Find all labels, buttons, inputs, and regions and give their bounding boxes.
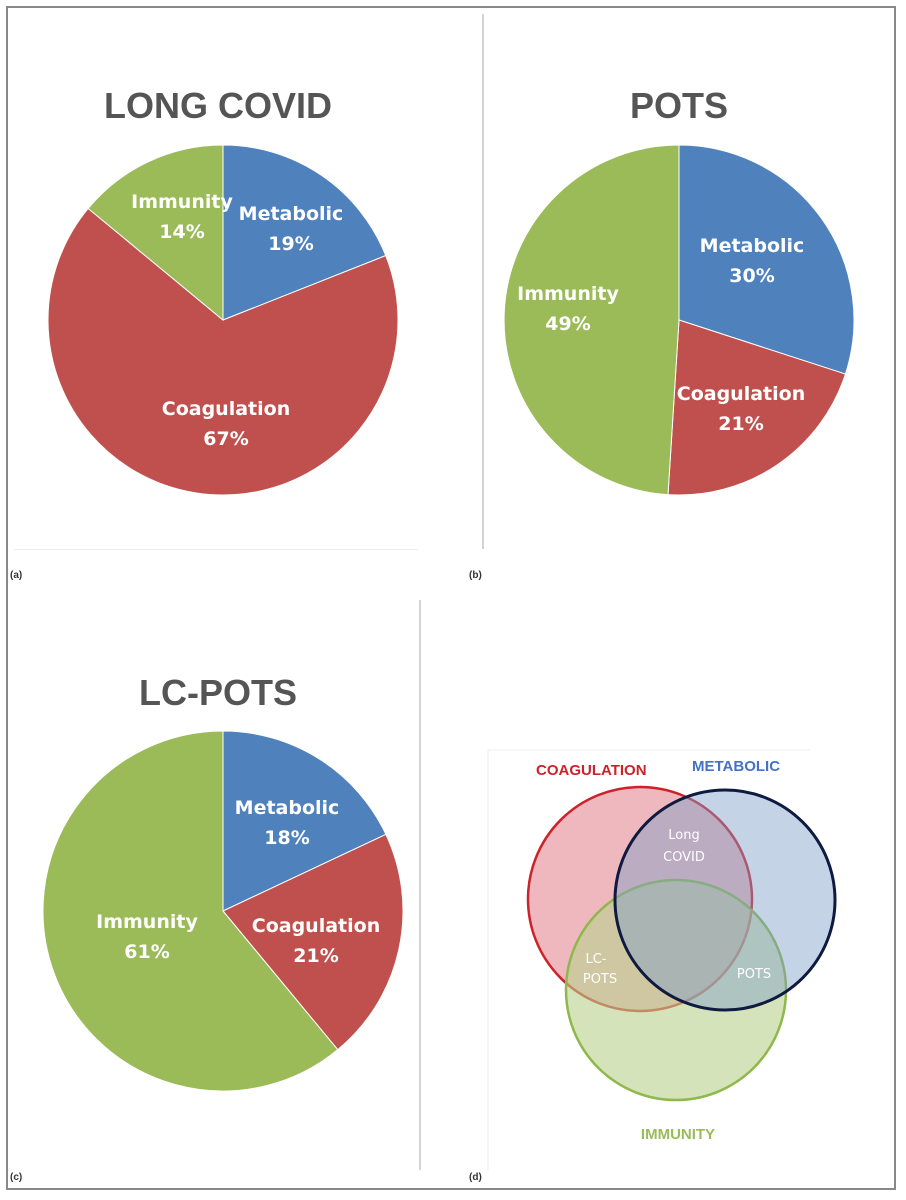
slice-category-label: Immunity: [131, 191, 233, 213]
venn-region-long-covid-line2: COVID: [663, 850, 705, 865]
panel-label-d: (d): [469, 1172, 482, 1183]
venn-region-pots: POTS: [737, 967, 771, 982]
vertical-divider-bottom: [419, 600, 421, 1170]
slice-category-label: Coagulation: [162, 398, 290, 420]
slice-category-label: Metabolic: [235, 797, 340, 819]
pie-slice-metabolic: [222, 730, 387, 912]
figure-frame: [6, 6, 896, 1190]
panel-label-c: (c): [10, 1172, 22, 1183]
pie-slices: Metabolic 18% Coagulation 21% Immunity 61%: [42, 730, 404, 1092]
panel-label-a: (a): [10, 570, 22, 581]
slice-value-label: 21%: [718, 413, 763, 435]
venn-region-long-covid-line1: Long: [668, 828, 699, 843]
vertical-divider-top: [482, 14, 484, 549]
pie-slice-immunity: [503, 144, 680, 496]
slice-category-label: Immunity: [96, 911, 198, 933]
panel-label-b: (b): [469, 570, 482, 581]
pie-slice-immunity: [87, 144, 224, 322]
venn-region-lc-pots-line1: LC-: [585, 952, 606, 967]
pie-slice-coagulation: [222, 833, 404, 1051]
slice-value-label: 30%: [729, 265, 774, 287]
slice-category-label: Metabolic: [239, 203, 344, 225]
venn-region-lc-pots-line2: POTS: [583, 972, 617, 987]
pie-panel-pots: POTS Metabolic 30% Coagulation 21% Immunity 4…: [469, 85, 855, 581]
pie-title: LONG COVID: [104, 85, 332, 126]
pie-slice-coagulation: [47, 207, 399, 496]
slice-category-label: Coagulation: [252, 915, 380, 937]
pie-slice-coagulation: [667, 319, 847, 496]
pie-slice-metabolic: [222, 144, 387, 321]
pie-panel-long-covid: LONG COVID Metabolic 19% Coagulation 67% Imm…: [10, 85, 399, 581]
pie-title: LC-POTS: [139, 672, 297, 713]
slice-category-label: Immunity: [517, 283, 619, 305]
slice-value-label: 18%: [264, 827, 309, 849]
pie-panel-lc-pots: LC-POTS Metabolic 18% Coagulation 21% Immuni…: [10, 672, 404, 1183]
slice-value-label: 14%: [159, 221, 204, 243]
slice-value-label: 21%: [293, 945, 338, 967]
slice-category-label: Metabolic: [700, 235, 805, 257]
pie-slice-metabolic: [678, 144, 855, 375]
pie-slices: Metabolic 19% Coagulation 67% Immunity 14%: [47, 144, 399, 496]
slice-category-label: Coagulation: [677, 383, 805, 405]
venn-diagram: COAGULATION METABOLIC IMMUNITY Long COVI…: [469, 749, 837, 1183]
venn-set-label-immunity: IMMUNITY: [641, 1126, 715, 1143]
pie-title: POTS: [630, 85, 728, 126]
venn-set-label-coagulation: COAGULATION: [536, 762, 647, 779]
pie-slices: Metabolic 30% Coagulation 21% Immunity 49%: [503, 144, 855, 496]
venn-circle-metabolic: [613, 788, 837, 1012]
slice-value-label: 67%: [203, 428, 248, 450]
horizontal-divider-a: [14, 549, 418, 550]
slice-value-label: 19%: [268, 233, 313, 255]
slice-value-label: 61%: [124, 941, 169, 963]
venn-set-label-metabolic: METABOLIC: [692, 758, 780, 775]
pie-slice-immunity: [42, 730, 339, 1092]
slice-value-label: 49%: [545, 313, 590, 335]
